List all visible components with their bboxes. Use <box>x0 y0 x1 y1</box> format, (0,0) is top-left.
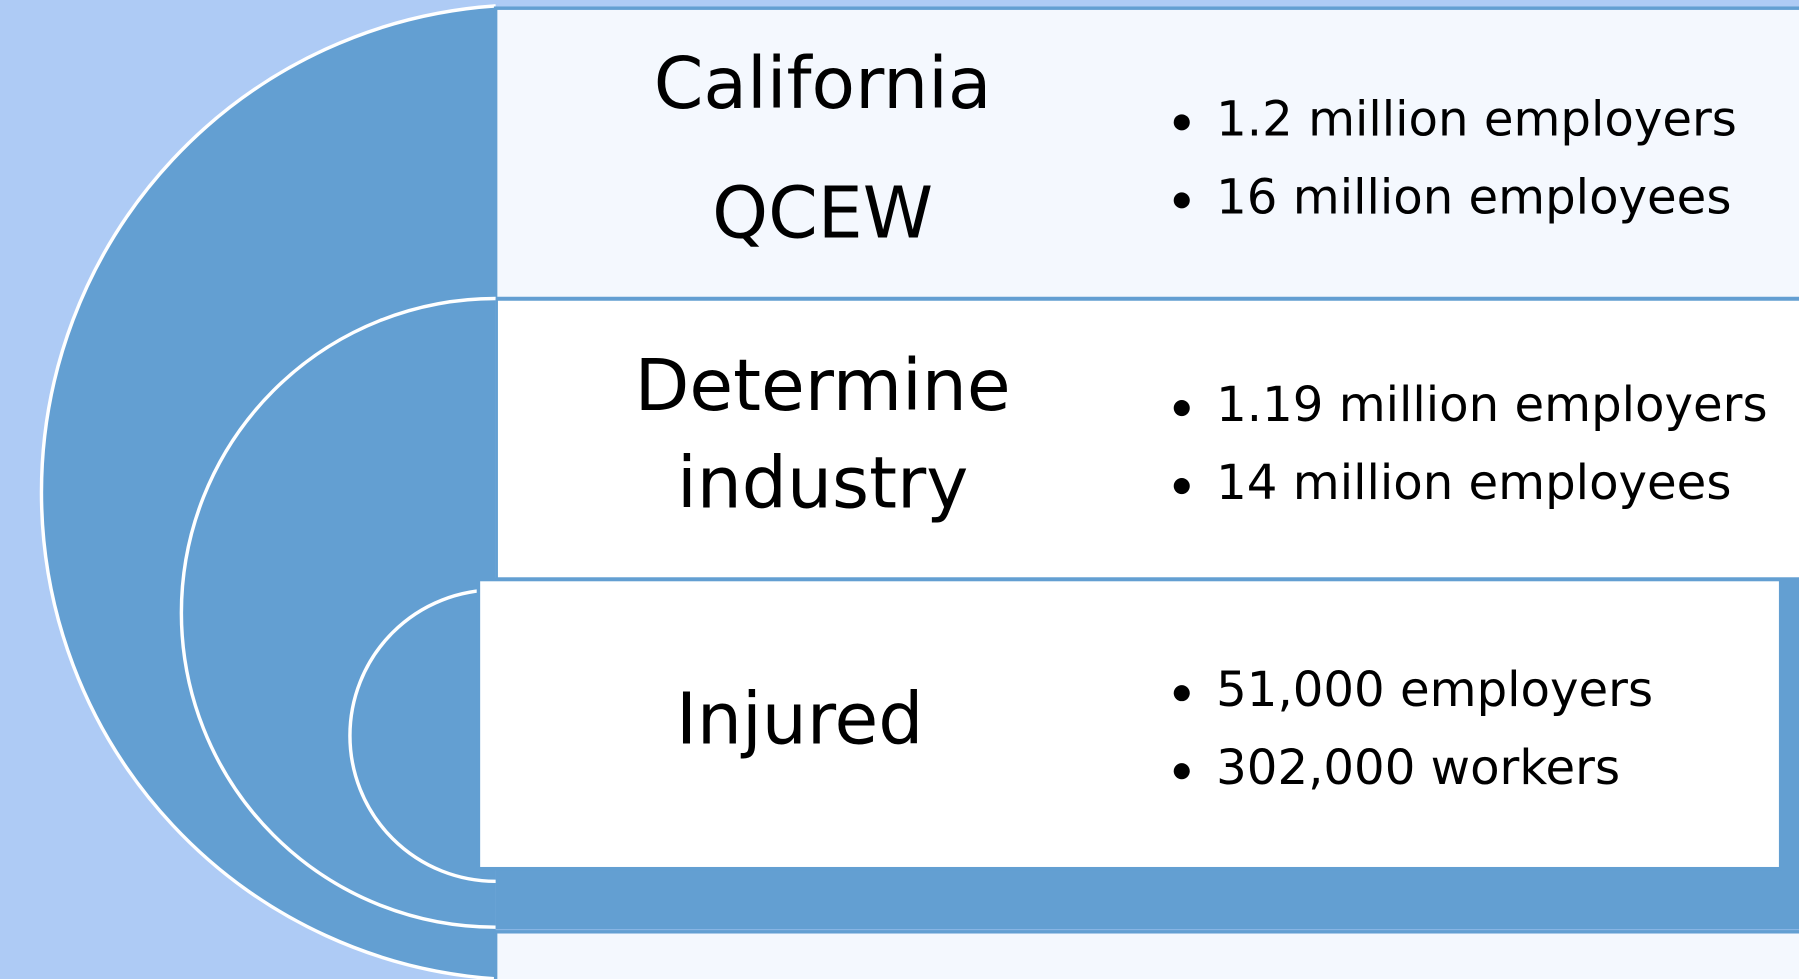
row-box <box>493 930 1799 979</box>
row-title: QCEW <box>712 172 933 255</box>
bullet-text: 1.2 million employers <box>1216 91 1737 147</box>
bullet-text: 51,000 employers <box>1216 662 1653 718</box>
row-title: Injured <box>676 678 923 761</box>
row-box <box>497 300 1799 578</box>
row-title: industry <box>677 441 968 524</box>
bullet-text: 16 million employees <box>1216 169 1731 225</box>
row-title: Determine <box>635 344 1011 427</box>
bullet-dot <box>1173 192 1190 209</box>
row-box <box>493 6 1799 301</box>
bullet-text: 302,000 workers <box>1216 740 1620 796</box>
bullet-dot <box>1173 763 1190 780</box>
bullet-dot <box>1173 685 1190 702</box>
content: California QCEW 1.2 million employers 16 mi… <box>635 42 1768 796</box>
bullet-dot <box>1173 114 1190 131</box>
bullet-text: 14 million employees <box>1216 455 1731 511</box>
bullet-dot <box>1173 478 1190 495</box>
bullet-text: 1.19 million employers <box>1216 377 1767 433</box>
row-box <box>476 577 1783 871</box>
row-title: California <box>654 42 992 125</box>
bullet-dot <box>1173 400 1190 417</box>
inner-arc <box>348 588 496 884</box>
